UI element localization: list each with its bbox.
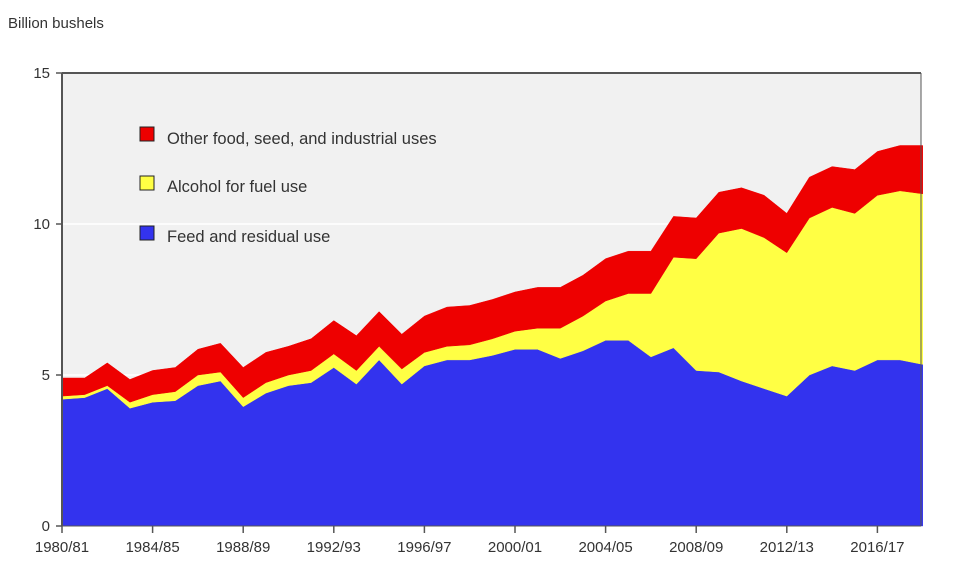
x-tick-label: 2012/13 bbox=[760, 539, 814, 556]
y-tick-label: 15 bbox=[33, 65, 50, 82]
x-tick-label: 2008/09 bbox=[669, 539, 723, 556]
axes bbox=[56, 72, 922, 527]
x-tick-label: 1992/93 bbox=[307, 539, 361, 556]
legend-swatch-alcohol-fuel bbox=[139, 175, 155, 191]
x-tick-label: 1980/81 bbox=[35, 539, 89, 556]
legend-item-feed-residual: Feed and residual use bbox=[139, 225, 330, 246]
y-tick-label: 5 bbox=[42, 367, 50, 384]
series-areas bbox=[61, 145, 923, 527]
legend-label-alcohol-fuel: Alcohol for fuel use bbox=[167, 178, 307, 196]
legend-item-alcohol-fuel: Alcohol for fuel use bbox=[139, 175, 307, 196]
area-other-food-seed-and-industrial-uses bbox=[61, 145, 923, 403]
legend-swatch-other-uses bbox=[139, 126, 155, 142]
x-tick-label: 1984/85 bbox=[125, 539, 179, 556]
x-tick-label: 2000/01 bbox=[488, 539, 542, 556]
legend-label-other-uses: Other food, seed, and industrial uses bbox=[167, 130, 437, 148]
y-tick-label: 10 bbox=[33, 216, 50, 233]
y-tick-label: 0 bbox=[42, 518, 50, 535]
x-tick-label: 1988/89 bbox=[216, 539, 270, 556]
x-ticks: 1980/81 1984/85 1988/89 1992/93 1996/97 2000/… bbox=[35, 526, 905, 556]
x-tick-label: 2016/17 bbox=[850, 539, 904, 556]
legend: Other food, seed, and industrial uses Al… bbox=[139, 126, 437, 246]
legend-item-other-uses: Other food, seed, and industrial uses bbox=[139, 126, 437, 148]
x-tick-label: 1996/97 bbox=[397, 539, 451, 556]
x-tick-label: 2004/05 bbox=[578, 539, 632, 556]
y-axis-title: Billion bushels bbox=[8, 15, 104, 32]
y-ticks: 0 5 10 15 bbox=[33, 65, 62, 535]
legend-label-feed-residual: Feed and residual use bbox=[167, 228, 330, 246]
legend-swatch-feed-residual bbox=[139, 225, 155, 241]
